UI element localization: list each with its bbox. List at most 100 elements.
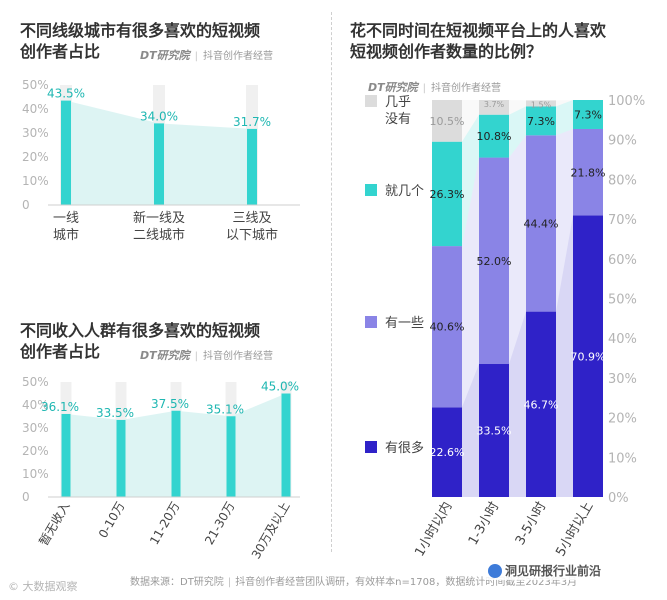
time-value-label: 7.3% [574,108,602,121]
city-category-label-line: 新一线及 [133,210,185,226]
time-y-tick: 60% [608,253,637,268]
time-value-label: 70.9% [571,350,606,363]
income-value-label: 36.1% [41,400,79,414]
income-chart-brand: DT研究院 | 抖音创作者经营 [140,347,273,363]
time-category-label: 1小时以内 [411,499,455,559]
time-y-tick: 0% [608,491,629,506]
time-stacked-segment [432,141,462,247]
footer-source-detail: 抖音创作者经营团队调研，有效样本n=1708，数据统计时间截至2023年3月 [235,577,578,588]
time-legend-label-line: 有很多 [385,440,424,456]
income-category-label: 30万及以上 [249,500,293,562]
time-y-tick: 20% [608,412,637,427]
brand-separator: | [422,83,427,94]
wechat-icon [488,564,502,578]
time-y-tick: 90% [608,134,637,149]
brand-separator: | [194,351,199,362]
time-connector-band [556,215,573,498]
time-legend-label: 几乎没有 [385,95,411,127]
time-legend-label-line: 没有 [385,112,411,127]
brand-logo: DT研究院 [368,81,418,94]
income-y-tick: 10% [22,467,49,481]
time-connector-band [509,100,526,115]
time-connector-band [462,100,479,142]
time-y-tick: 70% [608,213,637,228]
income-bar [226,416,236,497]
income-value-label: 35.1% [206,402,244,416]
time-stacked-segment [432,246,462,408]
time-stacked-segment [479,157,509,365]
time-legend-label-line: 就几个 [385,184,424,199]
time-y-tick: 30% [608,372,637,387]
income-bar [116,419,126,497]
footer-source-label: 数据来源：DT研究院 [130,577,224,588]
time-value-label: 40.6% [430,321,465,334]
income-category-label: 暂无收入 [36,500,72,549]
brand-tag: 抖音创作者经营 [203,351,274,362]
time-value-label: 7.3% [527,115,555,128]
income-bar [281,393,291,497]
city-bar [154,123,164,205]
time-value-label: 10.5% [430,115,465,128]
time-value-label: 10.8% [477,130,512,143]
time-stacked-segment [526,311,556,497]
time-stacked-segment [526,106,556,136]
city-category-label-line: 一线 [53,211,79,226]
city-category-label: 新一线及二线城市 [133,210,185,243]
time-category-label: 5小时以上 [553,500,596,560]
income-category-label: 11-20万 [147,500,183,548]
time-connector-band [556,128,573,312]
city-y-tick: 50% [22,78,49,92]
income-category-label: 21-30万 [202,500,238,548]
time-legend-label: 有很多 [385,440,424,456]
brand-logo: DT研究院 [140,349,190,362]
time-stacked-segment [479,100,509,115]
time-y-tick: 80% [608,173,637,188]
income-y-tick: 50% [22,375,49,389]
time-stacked-segment [573,215,603,498]
city-y-tick: 40% [22,102,49,116]
time-stacked-segment [479,114,509,158]
time-value-label: 52.0% [477,255,512,268]
time-stacked-segment [479,364,509,497]
time-value-label: 22.6% [430,446,465,459]
time-value-label: 33.5% [477,425,512,438]
income-value-label: 37.5% [151,397,189,411]
city-category-label: 三线及以下城市 [226,211,278,243]
time-connector-band [556,100,573,107]
time-stacked-segment [432,100,462,142]
city-category-label-line: 三线及 [232,211,271,226]
time-connector-band [509,135,526,365]
city-chart-brand: DT研究院 | 抖音创作者经营 [140,47,273,63]
watermark-right: 洞见研报行业前沿 [484,561,606,580]
time-value-label: 1.5% [531,100,552,109]
time-y-tick: 40% [608,332,637,347]
time-stacked-segment [432,407,462,497]
time-stacked-segment [573,100,603,129]
brand-logo: DT研究院 [140,49,190,62]
income-value-label: 45.0% [261,380,299,394]
city-y-tick: 30% [22,126,49,140]
city-value-label: 31.7% [233,115,271,129]
brand-separator: | [194,51,199,62]
brand-tag: 抖音创作者经营 [203,51,274,62]
time-value-label: 26.3% [430,188,465,201]
time-connector-band [509,106,526,158]
city-bar [247,128,257,205]
time-legend-label: 就几个 [385,184,424,199]
time-value-label: 46.7% [524,398,559,411]
time-stacked-segment [573,128,603,216]
time-value-label: 44.4% [524,217,559,230]
city-category-label-line: 以下城市 [226,227,278,243]
time-legend-label-line: 几乎 [385,95,411,110]
time-connector-band [556,100,573,136]
income-y-tick: 40% [22,398,49,412]
time-stacked-segment [526,135,556,312]
time-y-tick: 10% [608,451,637,466]
time-legend-swatch [365,184,377,196]
income-y-tick: 0 [22,490,30,504]
time-connector-band [509,311,526,497]
time-category-label: 3-5小时 [513,500,550,548]
panel-divider [331,12,332,552]
city-category-label-line: 城市 [53,227,79,243]
